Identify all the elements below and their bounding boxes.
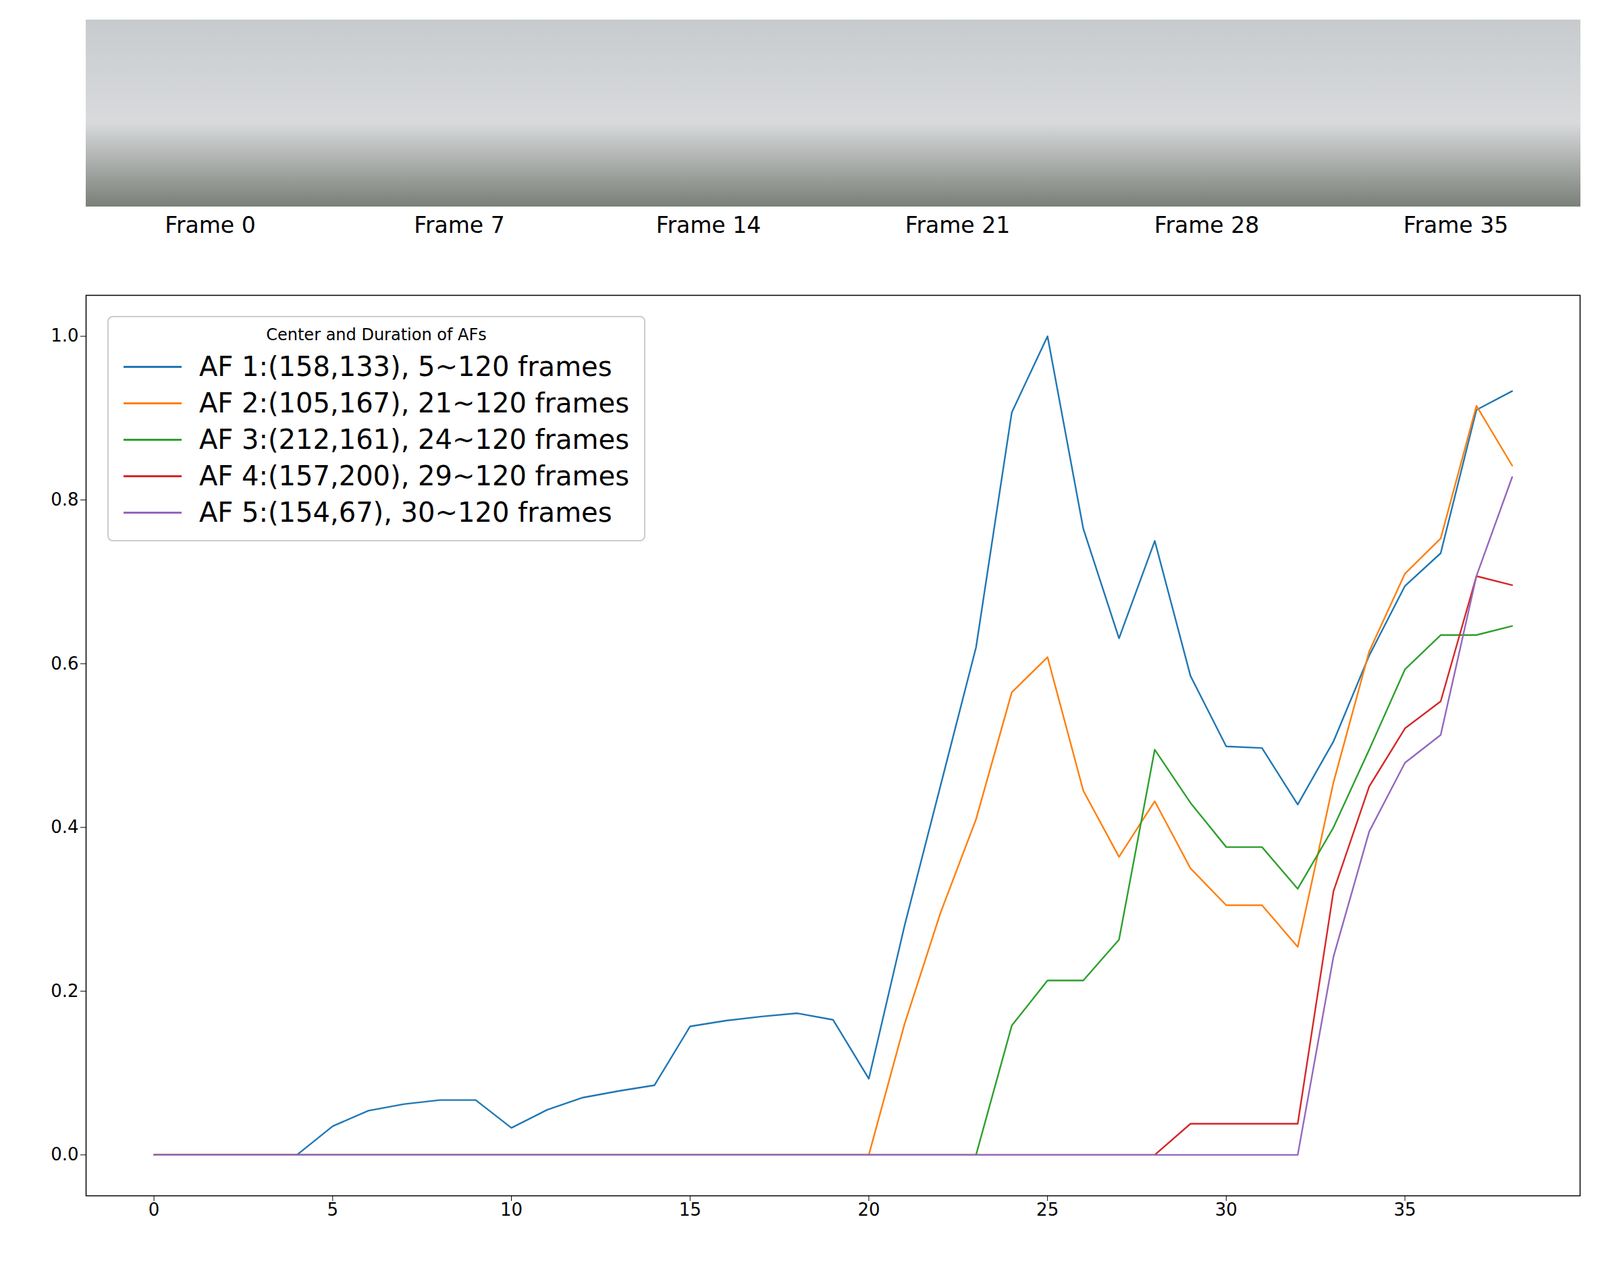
html-text:AF 3:(212,161), 24~120 frames: AF 3:(212,161), 24~120 frames (199, 423, 630, 456)
svg-text:0.0: 0.0 (50, 1144, 79, 1165)
svg-text:0.8: 0.8 (50, 489, 79, 510)
html-text:AF 5:(154,67), 30~120 frames: AF 5:(154,67), 30~120 frames (199, 496, 612, 528)
svg-text:15: 15 (679, 1199, 702, 1220)
svg-text:5: 5 (327, 1199, 339, 1220)
svg-text:0: 0 (148, 1199, 160, 1220)
svg-text:0.6: 0.6 (50, 653, 79, 674)
html-text:Frame 35: Frame 35 (1403, 211, 1509, 239)
html-text:AF 2:(105,167), 21~120 frames: AF 2:(105,167), 21~120 frames (199, 387, 630, 419)
html-text:Frame 28: Frame 28 (1154, 211, 1260, 239)
html-text:Frame 21: Frame 21 (905, 211, 1011, 239)
html-text:Frame 0: Frame 0 (164, 211, 256, 239)
html-text:AF 4:(157,200), 29~120 frames: AF 4:(157,200), 29~120 frames (199, 460, 630, 492)
svg-text:0.2: 0.2 (50, 980, 79, 1002)
html-text:Frame 7: Frame 7 (414, 211, 505, 239)
svg-text:1.0: 1.0 (50, 325, 79, 346)
html-text:AF 1:(158,133), 5~120 frames: AF 1:(158,133), 5~120 frames (199, 351, 612, 383)
svg-text:20: 20 (857, 1199, 880, 1220)
svg-text:0.4: 0.4 (50, 816, 79, 838)
svg-text:10: 10 (500, 1199, 523, 1220)
svg-text:35: 35 (1394, 1199, 1417, 1220)
svg-text:30: 30 (1215, 1199, 1238, 1220)
html-text:Center and Duration of AFs: Center and Duration of AFs (266, 325, 487, 345)
html-text:Frame 14: Frame 14 (656, 211, 761, 239)
svg-text:25: 25 (1036, 1199, 1059, 1220)
